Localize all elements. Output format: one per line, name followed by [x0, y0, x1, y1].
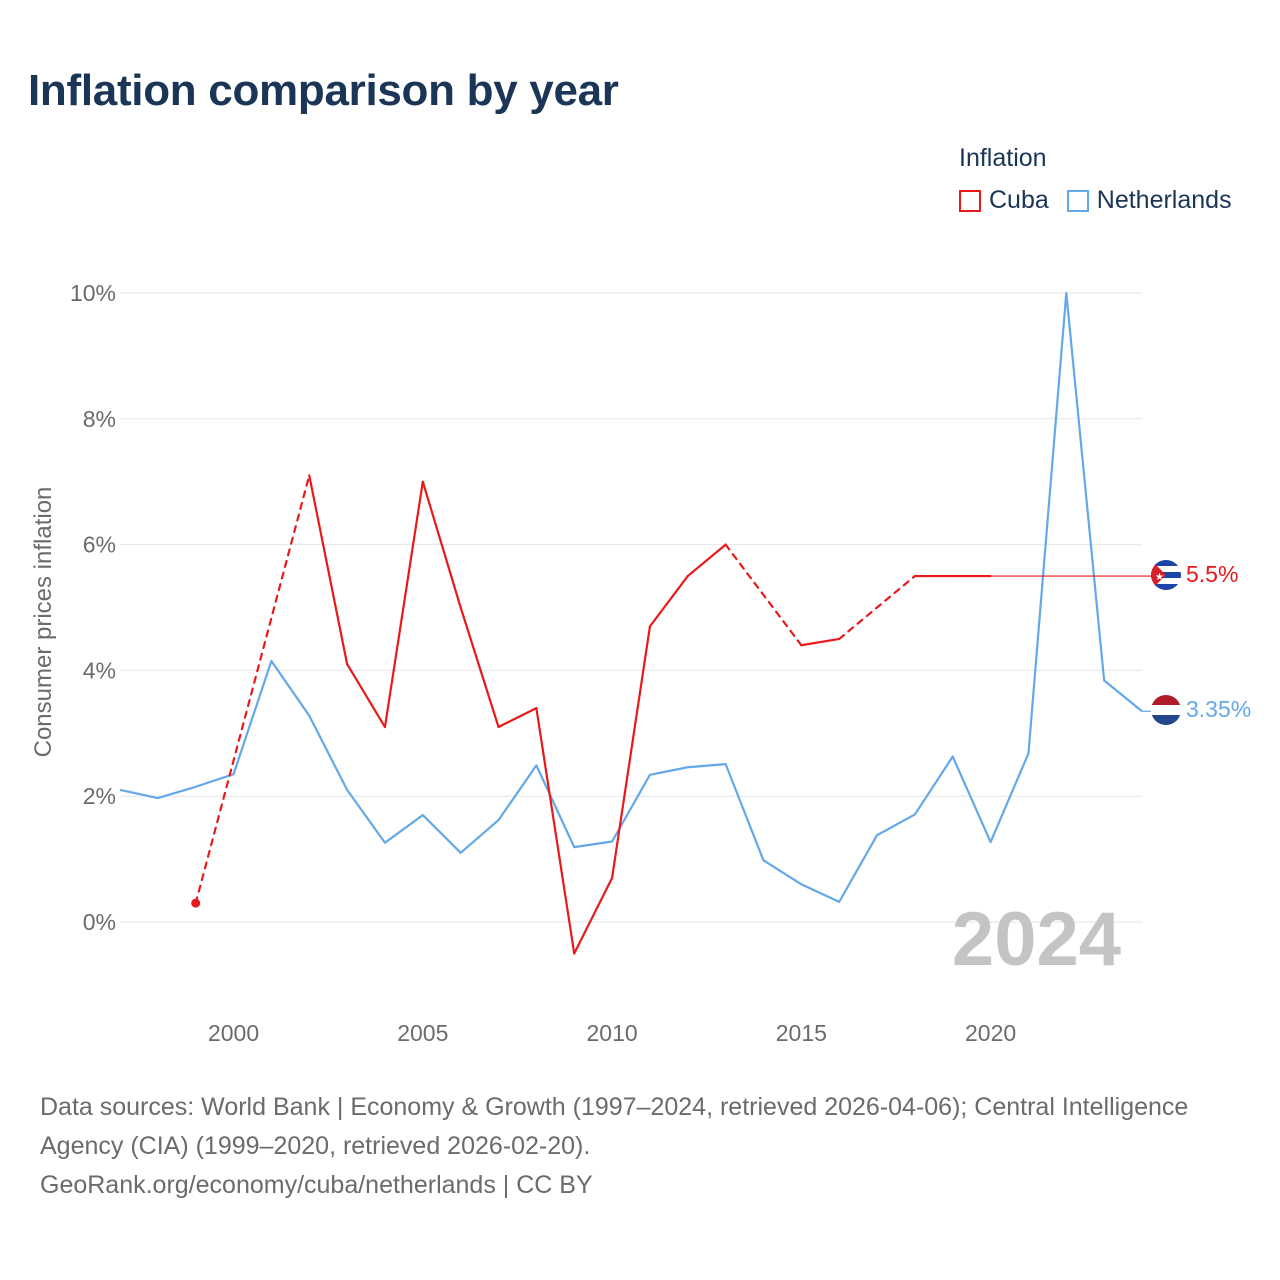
x-tick-label: 2005 [397, 1020, 448, 1046]
legend-swatch-cuba [959, 189, 981, 212]
series-segment-cuba[interactable] [535, 707, 576, 955]
legend: Cuba Netherlands [959, 186, 1250, 215]
legend-item-cuba[interactable]: Cuba [959, 186, 1049, 215]
series-segment-cuba[interactable] [194, 474, 311, 905]
series-segment-cuba[interactable] [421, 480, 462, 609]
legend-label-cuba: Cuba [989, 186, 1049, 214]
x-tick-labels: 2000 2005 2010 2015 2020 [208, 1020, 1016, 1046]
y-tick-labels: 0% 2% 4% 6% 8% 10% [70, 280, 116, 935]
series-segment-cuba[interactable] [497, 707, 538, 729]
netherlands-flag-icon [1151, 695, 1181, 725]
y-tick-label: 8% [83, 406, 116, 432]
series-segment-cuba[interactable] [610, 625, 652, 880]
series-segment-cuba[interactable] [686, 543, 727, 578]
x-tick-label: 2015 [776, 1020, 827, 1046]
svg-text:★: ★ [1155, 572, 1164, 583]
series-segment-cuba[interactable] [308, 474, 349, 666]
y-tick-label: 0% [83, 909, 116, 935]
y-tick-label: 2% [83, 783, 116, 809]
series-segment-cuba[interactable] [459, 606, 500, 729]
netherlands-end-label: 3.35% [1186, 696, 1251, 722]
source-link[interactable]: GeoRank.org/economy/cuba/netherlands | C… [40, 1171, 593, 1199]
legend-swatch-netherlands [1066, 189, 1089, 212]
x-tick-label: 2020 [965, 1020, 1016, 1046]
series-segment-cuba[interactable] [383, 480, 424, 729]
line-chart: 0% 2% 4% 6% 8% 10% 2000 2005 2010 2015 2020 Consu… [30, 280, 1251, 1046]
data-sources: Data sources: World Bank | Economy & Gro… [40, 1093, 1189, 1160]
y-axis-label: Consumer prices inflation [30, 487, 57, 758]
series-segment-cuba[interactable] [648, 574, 689, 628]
legend-item-netherlands[interactable]: Netherlands [1066, 186, 1232, 215]
cuba-end-label: 5.5% [1186, 561, 1238, 587]
y-tick-label: 10% [70, 280, 116, 306]
footer: Data sources: World Bank | Economy & Gro… [40, 1088, 1250, 1205]
y-tick-label: 6% [83, 532, 116, 558]
legend-label-netherlands: Netherlands [1096, 186, 1232, 214]
series-segment-cuba[interactable] [346, 663, 387, 729]
year-watermark: 2024 [952, 897, 1121, 982]
chart-title: Inflation comparison by year [28, 66, 619, 115]
y-tick-label: 4% [83, 657, 116, 683]
cuba-flag-icon: ★ [1151, 560, 1181, 590]
series-segment-cuba[interactable] [838, 574, 916, 641]
legend-title: Inflation [959, 144, 1047, 172]
series-point-cuba-start[interactable] [191, 898, 201, 908]
series-line-netherlands[interactable] [119, 291, 1143, 903]
x-tick-label: 2010 [586, 1020, 637, 1046]
series-segment-cuba[interactable] [800, 637, 841, 647]
grid-lines [120, 292, 1142, 923]
series-segment-cuba[interactable] [573, 876, 614, 955]
x-tick-label: 2000 [208, 1020, 259, 1046]
series-segment-cuba[interactable] [724, 543, 803, 647]
